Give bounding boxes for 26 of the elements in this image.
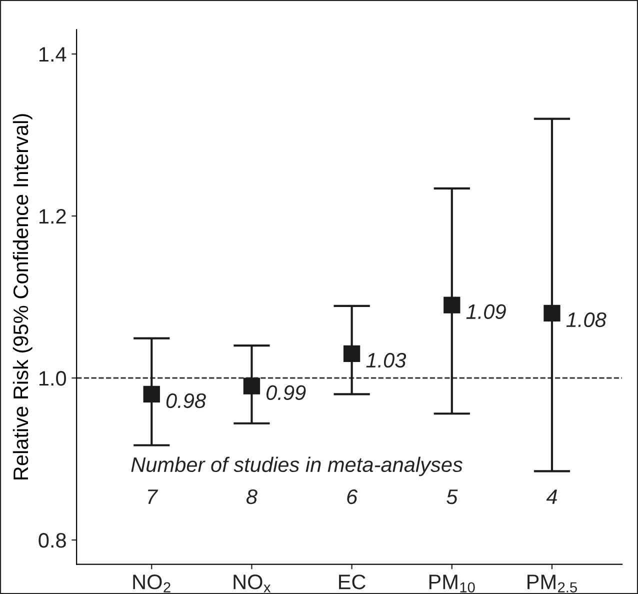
point (343, 345, 360, 362)
annotation: 4 (546, 490, 557, 504)
data-label: 0.99 (266, 385, 306, 400)
y-tick-label: 1.2 (39, 209, 66, 224)
point (243, 378, 260, 394)
annotation: 6 (347, 489, 358, 504)
x-tick-label: PM$_{10}$ (429, 574, 475, 593)
point (544, 304, 560, 322)
point (143, 386, 160, 403)
point (444, 296, 460, 314)
y-tick-label: 1.4 (39, 47, 66, 62)
annotation: 7 (148, 490, 158, 504)
data-label: 0.98 (166, 393, 206, 408)
data-label: 1.03 (366, 352, 406, 368)
data-label: 1.09 (466, 304, 506, 320)
data-label: 1.08 (566, 312, 606, 328)
x-tick-label: PM$_{2.5}$ (528, 574, 577, 593)
annotation: 5 (446, 490, 458, 504)
y-tick-label: 1.0 (39, 371, 66, 386)
y-tick-label: 0.8 (38, 533, 66, 548)
annotation: 8 (246, 489, 258, 504)
annotation: Number of studies in meta-analyses (131, 456, 463, 476)
x-tick-label: NO$_{x}$ (234, 574, 271, 592)
x-tick-label: EC (339, 574, 366, 590)
x-tick-label: NO$_{2}$ (133, 574, 170, 592)
y-axis-title: Relative Risk (95% Confidence Interval) (12, 114, 32, 480)
